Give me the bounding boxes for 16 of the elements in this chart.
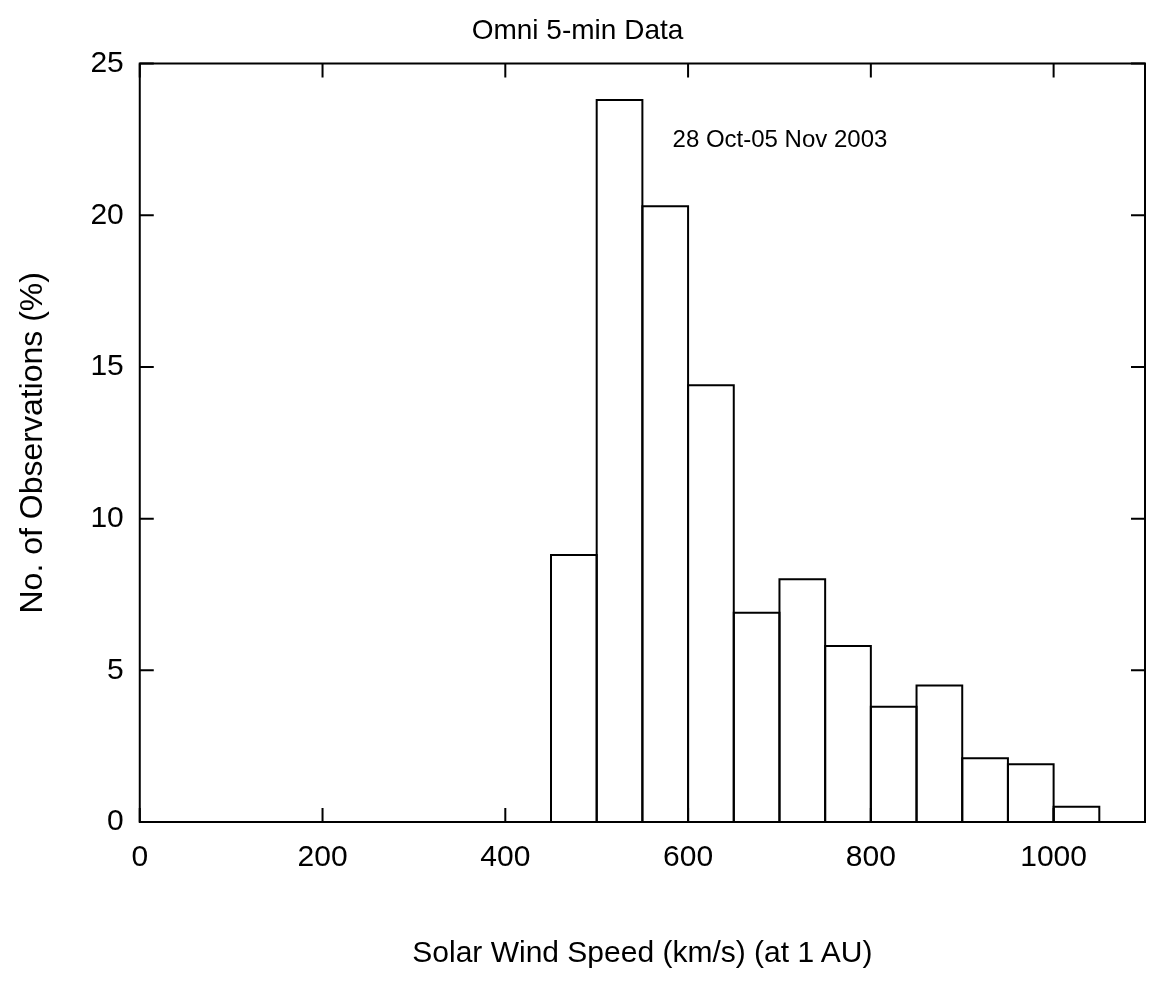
- y-tick-label: 0: [107, 803, 124, 837]
- x-tick-label: 400: [480, 839, 531, 873]
- y-tick-label: 25: [90, 44, 124, 78]
- y-tick-label: 5: [107, 651, 124, 685]
- y-tick-label: 10: [90, 499, 124, 533]
- x-tick-label: 800: [845, 839, 896, 873]
- annotation: 28 Oct-05 Nov 2003: [672, 125, 888, 153]
- x-tick-label: 1000: [1020, 839, 1087, 873]
- y-axis-title: No. of Observations (%): [13, 272, 50, 614]
- x-axis-title: Solar Wind Speed (km/s) (at 1 AU): [412, 935, 873, 969]
- y-tick-label: 15: [90, 348, 124, 382]
- y-tick-label: 20: [90, 196, 124, 230]
- x-tick-label: 200: [297, 839, 348, 873]
- x-tick-label: 0: [131, 839, 149, 873]
- chart-title: Omni 5-min Data: [471, 13, 684, 45]
- x-tick-label: 600: [663, 839, 714, 873]
